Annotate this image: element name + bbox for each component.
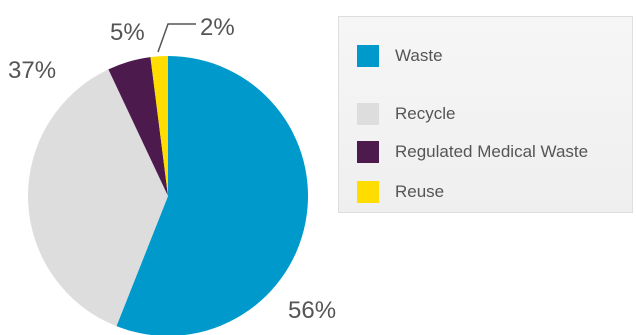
legend-swatch-reuse [357,181,379,203]
legend-item-recycle: Recycle [357,102,455,126]
legend-swatch-regulated-medical-waste [357,141,379,163]
legend-item-regulated-medical-waste: Regulated Medical Waste [357,140,588,164]
legend-label-waste: Waste [395,46,443,65]
slice-label-recycle: 37% [8,57,56,84]
legend-label-reuse: Reuse [395,182,445,201]
legend-swatch-recycle [357,103,379,125]
legend-swatch-waste [357,45,379,67]
slice-label-regulated-medical-waste: 5% [110,19,145,46]
pie-slice-waste [116,56,308,335]
pie-slice-reuse [150,56,168,196]
pie-slice-regulated-medical-waste [108,57,168,196]
legend-label-regulated-medical-waste: Regulated Medical Waste [395,142,589,161]
legend-label-recycle: Recycle [395,104,456,123]
pie-slices [28,56,308,335]
legend-item-waste: Waste [357,44,443,68]
legend: Waste Recycle Regulated Medical Waste Re… [338,16,633,213]
slice-label-waste: 56% [288,297,336,324]
leader-line-reuse [157,23,196,53]
legend-item-reuse: Reuse [357,180,444,204]
pie-slice-recycle [28,69,169,327]
slice-labels: 56% 37% 5% 2% [8,14,336,324]
leader-lines [157,23,196,53]
slice-label-reuse: 2% [200,14,235,41]
